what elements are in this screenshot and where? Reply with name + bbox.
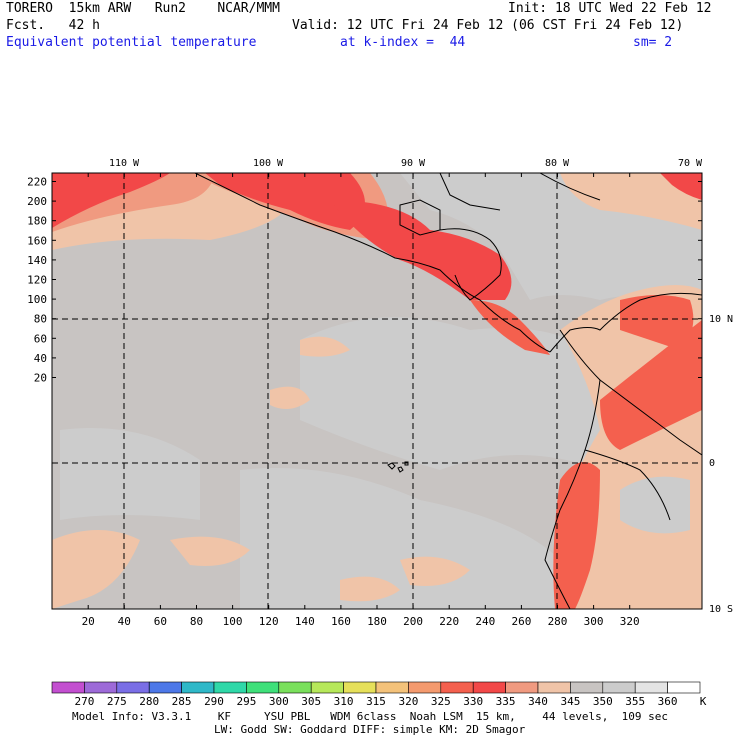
- x-tick-label: 160: [331, 615, 351, 628]
- init-time: Init: 18 UTC Wed 22 Feb 12: [508, 1, 712, 16]
- y-tick-label: 200: [27, 195, 47, 208]
- x-tick-label: 140: [295, 615, 315, 628]
- longitude-label: 110 W: [109, 158, 140, 169]
- longitude-label: 70 W: [678, 158, 703, 169]
- level-label: at k-index = 44: [340, 35, 466, 50]
- coastlines: [194, 173, 702, 609]
- x-axis-ticks: [87, 173, 631, 609]
- longitude-label: 80 W: [545, 158, 570, 169]
- graticule: [52, 173, 702, 609]
- x-tick-label: 220: [439, 615, 459, 628]
- x-axis-labels: 20 40 60 80 100 120 140 160 180 200 220 240 260 280 30…: [82, 615, 640, 628]
- y-tick-label: 80: [34, 313, 47, 326]
- x-tick-label: 300: [584, 615, 604, 628]
- y-tick-label: 180: [27, 215, 47, 228]
- latitude-label: 10 S: [709, 604, 733, 615]
- x-tick-label: 120: [259, 615, 279, 628]
- x-tick-label: 200: [403, 615, 423, 628]
- x-tick-label: 60: [154, 615, 167, 628]
- y-tick-label: 220: [27, 176, 47, 189]
- y-axis-labels: 220 200 180 160 140 120 100 80 60 40 20: [27, 176, 47, 385]
- x-tick-label: 260: [511, 615, 531, 628]
- x-tick-label: 320: [620, 615, 640, 628]
- x-tick-label: 180: [367, 615, 387, 628]
- latitude-labels: 10 N 0 10 S: [709, 314, 733, 615]
- y-tick-label: 20: [34, 372, 47, 385]
- x-tick-label: 240: [475, 615, 495, 628]
- physics-info: LW: Godd SW: Goddard DIFF: simple KM: 2D…: [214, 723, 526, 736]
- y-tick-label: 100: [27, 293, 47, 306]
- x-tick-label: 20: [82, 615, 95, 628]
- x-tick-label: 40: [118, 615, 131, 628]
- longitude-label: 90 W: [401, 158, 426, 169]
- model-title: TORERO 15km ARW Run2 NCAR/MMM: [6, 1, 280, 16]
- latitude-label: 0: [709, 458, 715, 469]
- field-name: Equivalent potential temperature: [6, 35, 257, 50]
- longitude-label: 100 W: [253, 158, 284, 169]
- forecast-hour: Fcst. 42 h: [6, 18, 100, 33]
- valid-time: Valid: 12 UTC Fri 24 Feb 12 (06 CST Fri …: [292, 18, 684, 33]
- y-tick-label: 140: [27, 254, 47, 267]
- y-tick-label: 160: [27, 234, 47, 247]
- x-tick-label: 80: [190, 615, 203, 628]
- theta-e-field: [52, 173, 702, 609]
- y-tick-label: 60: [34, 332, 47, 345]
- y-tick-label: 40: [34, 352, 47, 365]
- latitude-label: 10 N: [709, 314, 733, 325]
- x-tick-label: 100: [223, 615, 243, 628]
- model-info: Model Info: V3.3.1 KF YSU PBL WDM 6class…: [72, 710, 669, 723]
- longitude-labels: 110 W 100 W 90 W 80 W 70 W: [109, 158, 703, 169]
- smoothing-label: sm= 2: [633, 35, 673, 50]
- y-tick-label: 120: [27, 274, 47, 287]
- x-tick-label: 280: [548, 615, 568, 628]
- y-axis-ticks: [52, 181, 702, 378]
